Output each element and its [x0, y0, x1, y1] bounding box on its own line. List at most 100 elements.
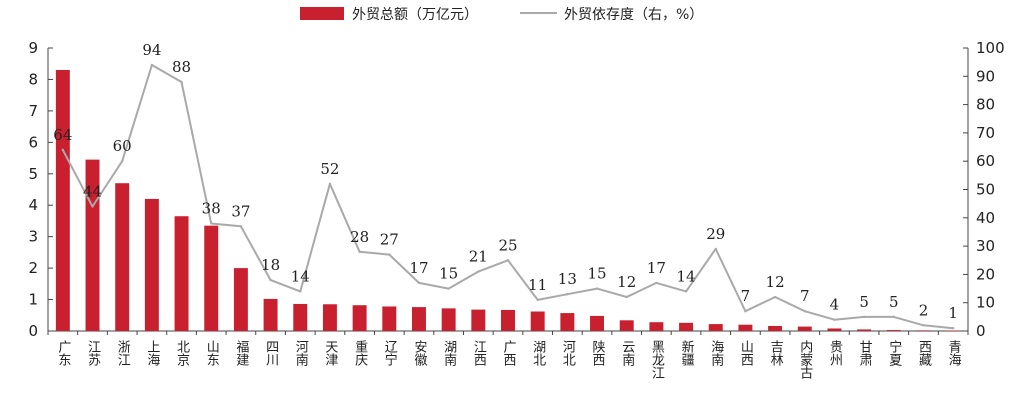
category-label: 新疆: [679, 339, 695, 366]
line-point: [892, 315, 896, 319]
line-point: [714, 247, 717, 251]
category-label: 湖北: [530, 340, 546, 367]
line-point: [625, 295, 628, 299]
data-label: 1: [948, 304, 958, 322]
line-point: [388, 253, 391, 256]
line-point: [803, 309, 806, 313]
data-label: 13: [558, 270, 577, 288]
data-label: 12: [617, 273, 636, 291]
right-tick-label: 30: [976, 237, 995, 255]
bar: [827, 328, 842, 331]
right-tick-label: 20: [976, 265, 995, 283]
line-point: [684, 290, 688, 293]
right-tick-label: 80: [976, 96, 995, 114]
category-label: 北京: [174, 340, 190, 366]
category-label: 山西: [738, 340, 754, 366]
bar: [768, 325, 783, 331]
category-label: 辽宁: [382, 340, 398, 366]
bar: [471, 309, 486, 331]
legend-swatch-bar: [300, 7, 344, 20]
category-labels: 广东 江苏 浙江 上海 北京 山东 福建 四川 河南 天津 重庆 辽宁 安徽 湖南 江西 广西 湖北 河北 陕西 云南…: [55, 339, 961, 379]
line-point: [150, 63, 154, 67]
line-path: [61, 64, 954, 330]
line-series: [61, 63, 955, 330]
category-label: 青海: [946, 340, 962, 366]
line-point: [655, 281, 658, 285]
bar: [590, 315, 605, 331]
category-label: 安徽: [411, 340, 427, 366]
line-point: [299, 290, 302, 293]
data-label: 12: [766, 273, 785, 291]
data-label: 25: [498, 236, 517, 254]
data-label: 14: [291, 267, 310, 285]
bar: [708, 324, 723, 331]
category-label: 广西: [501, 340, 517, 366]
right-tick-label: 50: [976, 181, 995, 199]
line-point: [595, 287, 599, 290]
line-point: [328, 182, 332, 186]
line-point: [922, 324, 925, 327]
category-label: 浙江: [115, 340, 130, 366]
data-label: 38: [202, 199, 221, 217]
category-label: 西藏: [916, 340, 932, 366]
bar: [886, 330, 901, 331]
left-tick-label: 5: [28, 165, 38, 183]
bar: [501, 309, 515, 331]
bar: [679, 322, 694, 331]
bar: [411, 307, 426, 331]
line-point: [506, 259, 510, 262]
bar: [619, 320, 634, 331]
line-point: [566, 293, 569, 296]
left-tick-label: 8: [28, 70, 38, 88]
legend-label-line: 外贸依存度（右，%）: [564, 7, 703, 23]
data-label: 15: [439, 265, 458, 283]
line-point: [773, 295, 777, 299]
data-label: 17: [409, 259, 428, 277]
bar: [560, 313, 575, 331]
right-tick-label: 0: [976, 322, 986, 340]
line-point: [744, 309, 747, 313]
bar: [857, 329, 872, 331]
bar-series: [55, 70, 961, 332]
category-label: 上海: [144, 340, 160, 366]
right-tick-label: 10: [976, 294, 995, 312]
data-label: 64: [53, 126, 72, 144]
legend: 外贸总额（万亿元） 外贸依存度（右，%）: [300, 7, 703, 23]
right-tick-label: 90: [976, 67, 995, 85]
category-label: 重庆: [352, 339, 368, 366]
data-label: 37: [231, 202, 250, 220]
data-label: 7: [741, 287, 751, 305]
category-label: 陕西: [590, 340, 606, 366]
left-tick-label: 0: [28, 322, 38, 340]
data-label: 29: [706, 225, 725, 243]
line-point: [180, 80, 183, 84]
data-label: 27: [380, 231, 399, 249]
data-label: 14: [677, 267, 696, 285]
line-point: [210, 222, 213, 225]
category-label: 宁夏: [886, 339, 902, 366]
data-label: 28: [350, 228, 369, 246]
category-label: 云南: [619, 340, 635, 366]
data-label: 21: [469, 248, 488, 266]
line-point: [269, 278, 272, 282]
category-label: 吉林: [768, 340, 784, 366]
data-label: 11: [528, 276, 547, 294]
line-point: [91, 205, 94, 208]
bar: [382, 306, 397, 331]
data-label: 88: [172, 58, 191, 76]
data-label: 18: [261, 256, 280, 274]
line-point: [477, 270, 480, 273]
left-tick-label: 6: [28, 133, 38, 151]
bar: [738, 324, 753, 331]
category-label: 江苏: [85, 340, 101, 366]
left-tick-label: 9: [28, 39, 38, 57]
category-label: 四川: [263, 340, 279, 366]
line-point: [536, 298, 539, 302]
bar: [144, 198, 159, 331]
line-point: [120, 160, 124, 163]
category-label: 甘肃: [857, 340, 873, 366]
line-point: [862, 315, 866, 319]
category-label: 广东: [55, 340, 71, 366]
category-label: 内蒙古: [797, 339, 813, 379]
